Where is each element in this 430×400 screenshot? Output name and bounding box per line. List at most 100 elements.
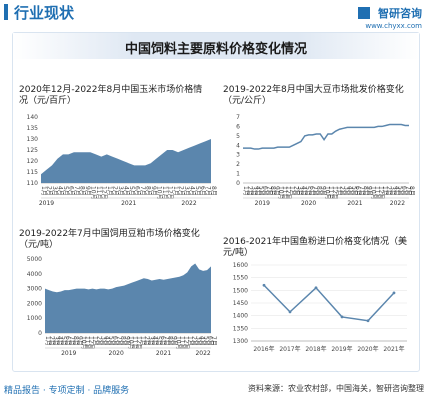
x-tick-label: 9月 [171, 336, 178, 346]
x-tick-label: 7月 [404, 186, 411, 196]
x-tick-label: 1月 [381, 186, 388, 196]
header-accent-bar [4, 4, 8, 20]
x-tick-label: 4月 [151, 336, 158, 346]
year-label: 2019 [61, 350, 76, 357]
brand: 智研咨询 www.chyxx.com [357, 2, 422, 30]
brand-name: 智研咨询 [378, 6, 422, 20]
y-tick-label: 115 [27, 169, 39, 176]
x-tick-label: 5月 [60, 336, 67, 346]
year-label: 2019 [39, 200, 54, 207]
x-tick-label: 2月 [339, 186, 346, 196]
x-tick-label: 6月 [64, 336, 71, 346]
y-tick-label: 1500 [233, 287, 248, 294]
x-tick-label: 2020年 [357, 345, 378, 353]
x-tick-label: 1月 [106, 186, 113, 196]
x-tick-label: 3月 [389, 186, 396, 196]
x-tick-label: 3月 [194, 336, 201, 346]
x-tick-label: 3月 [343, 186, 350, 196]
x-tick-label: 7月 [68, 336, 75, 346]
x-tick-label: 5月 [155, 336, 162, 346]
x-tick-label: 2月 [177, 186, 184, 196]
chart-corn-price: 1101151201251301351401月2月3月4月5月6月7月8月9月1… [27, 114, 218, 207]
y-tick-label: 7 [236, 114, 240, 121]
x-tick-label: 6月 [111, 336, 118, 346]
x-tick-label: 10月 [323, 186, 330, 200]
x-tick-label: 3月 [52, 336, 59, 346]
section-label: 行业现状 [14, 4, 75, 22]
x-tick-label: 12月 [285, 186, 292, 200]
y-tick-label: 0 [38, 330, 42, 337]
x-tick-label: 6月 [206, 336, 213, 346]
charts-panel: 中国饲料主要原料价格变化情况 2020年12月-2022年8月中国玉米市场价格情… [12, 32, 420, 372]
x-tick-label: 2月 [96, 336, 103, 346]
x-tick-label: 4月 [122, 186, 129, 196]
y-tick-label: 3 [236, 152, 240, 159]
x-tick-label: 6月 [400, 186, 407, 196]
x-tick-label: 1月 [335, 186, 342, 196]
x-tick-label: 11月 [281, 186, 288, 200]
x-tick-label: 7月 [210, 336, 217, 346]
x-tick-label: 2016年 [253, 345, 274, 353]
x-tick-label: 4月 [254, 186, 261, 196]
x-tick-label: 7月 [73, 186, 80, 196]
x-tick-label: 12月 [331, 186, 338, 200]
chart-title-soybean: 2019-2022年8月中国大豆市场批发价格变化（元/公斤） [223, 85, 404, 106]
x-tick-label: 8月 [210, 186, 217, 196]
year-label: 2022 [195, 350, 210, 357]
x-tick-label: 11月 [131, 336, 138, 350]
chart-title-fishmeal: 2016-2021年中国鱼粉进口价格变化情况（美元/吨） [223, 237, 408, 258]
year-label: 2020 [301, 200, 316, 207]
x-tick-label: 9月 [366, 186, 373, 196]
x-tick-label: 2月 [48, 336, 55, 346]
x-tick-label: 11月 [327, 186, 334, 200]
series-area [41, 139, 211, 183]
x-tick-label: 2017年 [279, 345, 300, 353]
x-tick-label: 2月 [143, 336, 150, 346]
x-tick-label: 3月 [51, 186, 58, 196]
year-label: 2021 [347, 200, 362, 207]
x-tick-label: 12月 [101, 186, 108, 200]
x-tick-label: 8月 [144, 186, 151, 196]
x-tick-label: 8月 [119, 336, 126, 346]
x-tick-label: 6月 [262, 186, 269, 196]
x-tick-label: 2月 [385, 186, 392, 196]
x-tick-label: 4月 [56, 336, 63, 346]
y-tick-label: 1300 [233, 338, 248, 345]
x-tick-label: 4月 [393, 186, 400, 196]
x-tick-label: 4月 [188, 186, 195, 196]
x-tick-label: 7月 [265, 186, 272, 196]
x-tick-label: 5月 [62, 186, 69, 196]
x-tick-label: 1月 [289, 186, 296, 196]
x-tick-label: 10月 [370, 186, 377, 200]
x-tick-label: 12月 [183, 336, 190, 350]
x-tick-label: 8月 [316, 186, 323, 196]
x-tick-label: 9月 [150, 186, 157, 196]
x-tick-label: 3月 [183, 186, 190, 196]
x-tick-label: 11月 [95, 186, 102, 200]
y-tick-label: 110 [27, 180, 39, 187]
x-tick-label: 3月 [100, 336, 107, 346]
x-tick-label: 6月 [354, 186, 361, 196]
x-tick-label: 5月 [194, 186, 201, 196]
year-label: 2021 [121, 200, 136, 207]
x-tick-label: 3月 [296, 186, 303, 196]
footer: 精品报告 · 专项定制 · 品牌服务 资料来源：农业农村部，中国海关，智研咨询整… [0, 378, 430, 400]
x-tick-label: 11月 [179, 336, 186, 350]
header: 行业现状 智研咨询 www.chyxx.com [0, 0, 430, 30]
x-tick-label: 10月 [90, 186, 97, 200]
x-tick-label: 10月 [127, 336, 134, 350]
brand-logo-icon [357, 6, 370, 19]
x-tick-label: 1月 [92, 336, 99, 346]
footer-tagline: 精品报告 · 专项定制 · 品牌服务 [4, 386, 130, 396]
x-tick-label: 4月 [57, 186, 64, 196]
y-tick-label: 1400 [233, 313, 248, 320]
series-area [45, 263, 211, 333]
data-point [262, 283, 266, 287]
y-tick-label: 5 [236, 133, 240, 140]
x-tick-label: 11月 [161, 186, 168, 200]
x-tick-label: 7月 [139, 186, 146, 196]
y-tick-label: 1450 [233, 300, 248, 307]
x-tick-label: 1月 [242, 186, 249, 196]
x-tick-label: 7月 [163, 336, 170, 346]
y-tick-label: 2 [236, 161, 240, 168]
